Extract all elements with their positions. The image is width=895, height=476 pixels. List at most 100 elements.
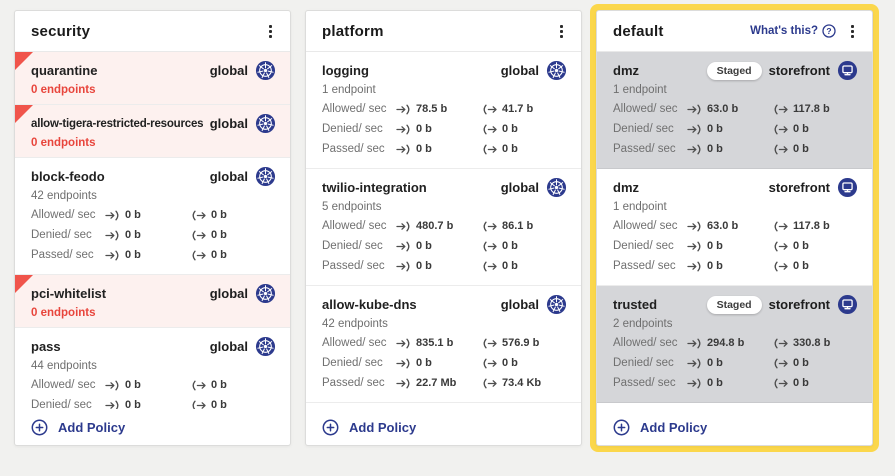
ingress-stat: 0 b: [396, 122, 482, 137]
ingress-stat: 0 b: [687, 356, 773, 371]
ingress-stat: 0 b: [396, 259, 482, 274]
traffic-stat-row: Denied/ sec 0 b 0 b: [322, 356, 567, 371]
column-menu-kebab-icon[interactable]: [553, 22, 569, 40]
column-menu-kebab-icon[interactable]: [844, 22, 860, 40]
scope-label: global: [500, 63, 539, 78]
traffic-stat-row: Passed/ sec 0 b 0 b: [613, 376, 858, 391]
egress-arrow-icon: [191, 380, 206, 391]
policy-card[interactable]: dmz storefront 1 endpoint Allowed/ sec 63.…: [597, 169, 872, 286]
egress-stat: 0 b: [191, 248, 227, 263]
egress-stat: 0 b: [773, 239, 809, 254]
egress-value: 0 b: [793, 260, 809, 272]
namespace-monitor-icon: [837, 177, 858, 198]
ingress-arrow-icon: [687, 124, 702, 135]
egress-stat: 86.1 b: [482, 219, 533, 234]
policy-card[interactable]: trustedstorefront: [597, 403, 872, 409]
stat-label: Allowed/ sec: [613, 337, 678, 349]
endpoints-count: 42 endpoints: [322, 318, 388, 330]
policy-card-title-row: dmz storefront: [613, 177, 858, 198]
egress-arrow-icon: [773, 124, 788, 135]
policy-card[interactable]: twilio-integration global 5 endpoints Allo…: [306, 169, 581, 286]
egress-stat: 0 b: [482, 259, 518, 274]
ingress-arrow-icon: [687, 241, 702, 252]
ingress-stat: 294.8 b: [687, 336, 773, 351]
egress-arrow-icon: [482, 144, 497, 155]
ingress-stat: 0 b: [105, 208, 191, 223]
ingress-stat: 63.0 b: [687, 219, 773, 234]
egress-stat: 0 b: [191, 378, 227, 393]
add-policy-button[interactable]: Add Policy: [597, 409, 872, 445]
traffic-stat-row: Passed/ sec 0 b 0 b: [613, 259, 858, 274]
kubernetes-global-icon: [255, 283, 276, 304]
traffic-stat-row: Denied/ sec 0 b 0 b: [31, 398, 276, 409]
policy-card[interactable]: quarantine global 0 endpoints: [15, 52, 290, 105]
egress-arrow-icon: [773, 104, 788, 115]
namespace-monitor-icon: [837, 60, 858, 81]
ingress-stat: 0 b: [687, 376, 773, 391]
egress-stat: 0 b: [773, 356, 809, 371]
endpoints-count: 5 endpoints: [322, 201, 382, 213]
stat-label: Passed/ sec: [31, 249, 94, 261]
egress-arrow-icon: [773, 358, 788, 369]
ingress-value: 63.0 b: [707, 103, 739, 115]
whats-this-label: What's this?: [750, 25, 818, 37]
column-header: default What's this? ?: [597, 11, 872, 52]
add-policy-button[interactable]: Add Policy: [15, 409, 290, 445]
question-circle-icon[interactable]: ?: [822, 24, 836, 38]
policy-card-title-row: block-feodo global: [31, 166, 276, 187]
ingress-stat: 78.5 b: [396, 102, 482, 117]
endpoints-count: 1 endpoint: [322, 84, 376, 96]
column-header: security: [15, 11, 290, 52]
egress-value: 41.7 b: [502, 103, 534, 115]
ingress-arrow-icon: [687, 378, 702, 389]
ingress-stat: 22.7 Mb: [396, 376, 482, 391]
stat-label: Passed/ sec: [613, 260, 676, 272]
ingress-arrow-icon: [687, 221, 702, 232]
egress-value: 0 b: [502, 357, 518, 369]
kubernetes-global-icon: [255, 60, 276, 81]
add-policy-button[interactable]: Add Policy: [306, 409, 581, 445]
scope-label: global: [209, 286, 248, 301]
traffic-stats: Allowed/ sec 294.8 b 330.8 b Denied/ sec …: [613, 336, 858, 391]
column-menu-kebab-icon[interactable]: [262, 22, 278, 40]
ingress-value: 0 b: [707, 123, 723, 135]
whats-this-link[interactable]: What's this? ?: [750, 24, 836, 38]
policy-card[interactable]: logging global 1 endpoint Allowed/ sec 78.…: [306, 52, 581, 169]
ingress-stat: 0 b: [105, 398, 191, 409]
stat-label: Denied/ sec: [613, 123, 674, 135]
traffic-stats: Allowed/ sec 63.0 b 117.8 b Denied/ sec 0…: [613, 219, 858, 274]
egress-stat: 0 b: [191, 398, 227, 409]
egress-stat: 117.8 b: [773, 102, 830, 117]
policy-card[interactable]: allow-tigera-restricted-resources global …: [15, 105, 290, 158]
egress-stat: 0 b: [773, 122, 809, 137]
traffic-stat-row: Passed/ sec 0 b 0 b: [322, 259, 567, 274]
egress-value: 0 b: [502, 123, 518, 135]
egress-value: 0 b: [793, 143, 809, 155]
ingress-arrow-icon: [105, 400, 120, 409]
ingress-stat: 480.7 b: [396, 219, 482, 234]
plus-circle-icon: [31, 419, 48, 436]
traffic-stat-row: Allowed/ sec 78.5 b 41.7 b: [322, 102, 567, 117]
policy-card[interactable]: block-feodo global 42 endpoints Allowed/ s…: [15, 158, 290, 275]
stat-label: Passed/ sec: [322, 143, 385, 155]
egress-arrow-icon: [482, 104, 497, 115]
kubernetes-global-icon: [255, 336, 276, 357]
egress-stat: 0 b: [482, 122, 518, 137]
ingress-stat: 0 b: [687, 259, 773, 274]
policy-card[interactable]: pass global 44 endpoints Allowed/ sec 0 b …: [15, 328, 290, 409]
policy-name: allow-tigera-restricted-resources: [31, 117, 203, 130]
egress-arrow-icon: [482, 241, 497, 252]
traffic-stats: Allowed/ sec 63.0 b 117.8 b Denied/ sec 0…: [613, 102, 858, 157]
policy-card[interactable]: trusted Staged storefront 2 endpoints Allow…: [597, 286, 872, 403]
ingress-arrow-icon: [396, 144, 411, 155]
policy-card[interactable]: pci-whitelist global 0 endpoints: [15, 275, 290, 328]
egress-arrow-icon: [773, 261, 788, 272]
policy-card[interactable]: dmz Staged storefront 1 endpoint Allowed/ s…: [597, 52, 872, 169]
ingress-value: 0 b: [416, 357, 432, 369]
ingress-arrow-icon: [105, 230, 120, 241]
egress-value: 0 b: [211, 229, 227, 241]
stat-label: Denied/ sec: [613, 357, 674, 369]
egress-arrow-icon: [191, 400, 206, 409]
egress-value: 576.9 b: [502, 337, 540, 349]
policy-card[interactable]: allow-kube-dns global 42 endpoints Allowed…: [306, 286, 581, 403]
